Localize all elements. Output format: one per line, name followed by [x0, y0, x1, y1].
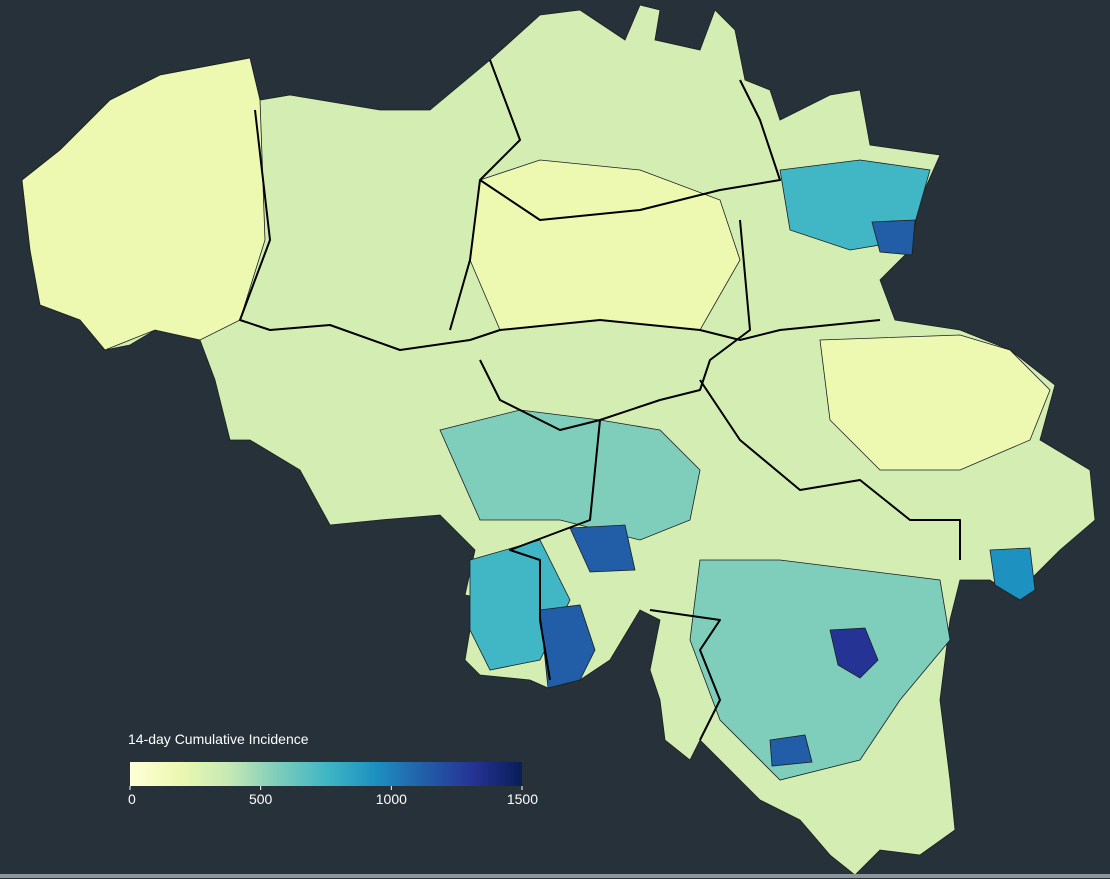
- colorbar-tick-label: 1500: [507, 791, 538, 807]
- border: [239, 109, 881, 351]
- colorbar-tick-label: 500: [249, 791, 273, 807]
- region: [539, 604, 596, 689]
- region: [21, 57, 266, 351]
- legend-title: 14-day Cumulative Incidence: [128, 731, 309, 747]
- border: [449, 59, 521, 331]
- border: [509, 419, 601, 681]
- region: [829, 627, 879, 679]
- province-borders: [239, 59, 961, 741]
- colorbar: [130, 762, 522, 786]
- border: [479, 219, 751, 431]
- region: [871, 219, 916, 256]
- region: [989, 547, 1036, 601]
- region: [439, 409, 701, 541]
- border: [479, 79, 781, 221]
- region: [569, 524, 636, 573]
- border: [649, 609, 721, 741]
- region-shades: [21, 57, 1051, 781]
- region: [819, 334, 1051, 471]
- region: [769, 734, 813, 767]
- colorbar-tick-label: 0: [128, 791, 136, 807]
- colorbar-tick-label: 1000: [376, 791, 407, 807]
- border: [699, 379, 961, 560]
- region: [689, 559, 951, 781]
